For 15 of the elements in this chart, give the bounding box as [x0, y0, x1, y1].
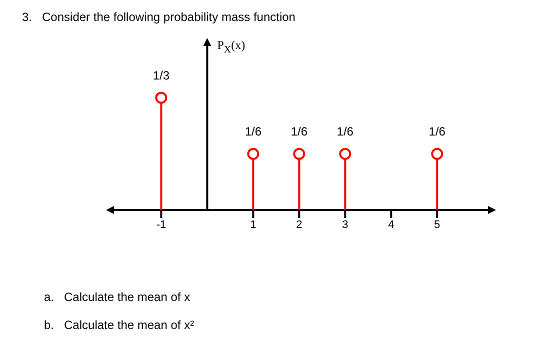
y-axis-title: P$_{X}$(x) [217, 38, 246, 56]
data-label: 1/3 [152, 68, 170, 82]
data-label: 1/6 [428, 124, 446, 138]
data-label: 1/6 [290, 124, 308, 138]
text: b. Calculate the mean of x² [44, 318, 194, 332]
x-tick-label: 2 [296, 218, 302, 231]
data-label: 1/6 [244, 124, 262, 138]
data-label: 1/6 [336, 124, 354, 138]
x-tick-label: 1 [250, 218, 256, 231]
chart-title: 3. Consider the following probability mass function [22, 10, 296, 24]
x-tick-label: 4 [388, 218, 394, 231]
text: a. Calculate the mean of x [44, 290, 190, 304]
x-tick-label: 5 [434, 218, 440, 231]
x-tick-label: 3 [342, 218, 348, 231]
x-tick-label: -1 [156, 218, 166, 231]
